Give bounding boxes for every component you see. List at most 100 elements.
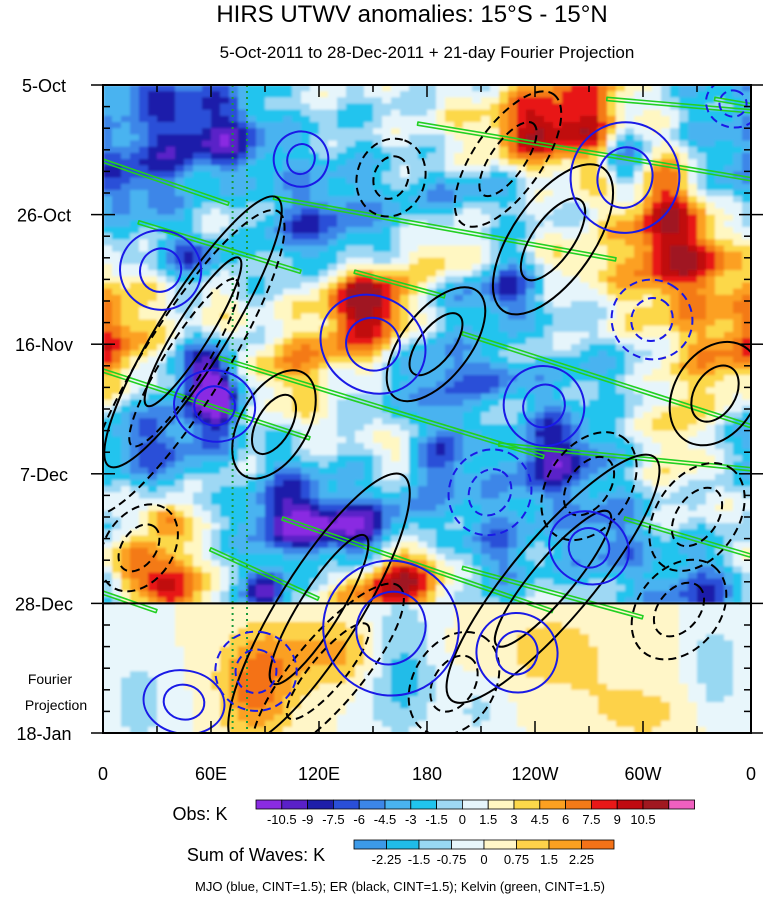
obs-cell xyxy=(643,294,653,302)
obs-cell xyxy=(706,146,716,154)
obs-cell xyxy=(328,196,338,203)
obs-cell xyxy=(355,344,365,351)
obs-cell xyxy=(274,233,284,240)
obs-cell xyxy=(184,405,194,413)
obs-cell xyxy=(481,344,491,351)
obs-cell xyxy=(706,282,716,290)
obs-cell xyxy=(346,294,356,302)
obs-cell xyxy=(391,282,401,290)
obs-cell xyxy=(562,344,572,351)
obs-cell xyxy=(499,276,509,284)
obs-cell xyxy=(256,233,266,240)
obs-cell xyxy=(733,109,743,117)
obs-cell xyxy=(229,159,239,166)
obs-cell xyxy=(202,109,212,117)
obs-cell xyxy=(148,97,158,105)
obs-cell xyxy=(490,171,500,179)
obs-cell xyxy=(580,165,590,172)
obs-cell xyxy=(517,97,527,105)
obs-cell xyxy=(517,424,527,432)
obs-cell xyxy=(121,251,131,259)
obs-cell xyxy=(481,479,491,487)
obs-cell xyxy=(535,338,545,345)
obs-cell xyxy=(580,418,590,426)
obs-cell xyxy=(148,282,158,290)
obs-cell xyxy=(337,171,347,179)
obs-cell xyxy=(670,393,680,401)
obs-cell xyxy=(265,245,275,253)
obs-cell xyxy=(400,152,410,160)
obs-cell xyxy=(625,103,635,111)
obs-cell xyxy=(274,430,284,438)
obs-cell xyxy=(265,393,275,401)
obs-cell xyxy=(625,424,635,432)
obs-cell xyxy=(463,393,473,401)
obs-cell xyxy=(202,85,212,92)
obs-cell xyxy=(436,331,446,339)
obs-cell xyxy=(229,251,239,259)
obs-cell xyxy=(301,208,311,216)
obs-cell xyxy=(625,189,635,197)
obs-cell xyxy=(121,288,131,296)
obs-cell xyxy=(553,486,563,493)
obs-cell xyxy=(454,399,464,407)
obs-cell xyxy=(427,486,437,493)
obs-cell xyxy=(616,251,626,259)
obs-cell xyxy=(481,152,491,160)
obs-cell xyxy=(436,159,446,166)
obs-cell xyxy=(454,393,464,401)
obs-cell xyxy=(643,165,653,172)
obs-cell xyxy=(688,430,698,438)
obs-cell xyxy=(616,473,626,481)
obs-cell xyxy=(283,282,293,290)
obs-cell xyxy=(454,115,464,123)
obs-cell xyxy=(211,140,221,148)
obs-cell xyxy=(112,424,122,432)
obs-cell xyxy=(508,97,518,105)
obs-cell xyxy=(418,387,428,395)
obs-cell xyxy=(742,122,751,129)
obs-cell xyxy=(697,313,707,321)
obs-cell xyxy=(238,134,248,142)
obs-cell xyxy=(301,251,311,259)
obs-cell xyxy=(607,183,617,191)
obs-cell xyxy=(121,159,131,166)
obs-cell xyxy=(526,226,536,234)
obs-cell xyxy=(553,301,563,308)
obs-cell xyxy=(202,282,212,290)
obs-cell xyxy=(148,276,158,284)
obs-cell xyxy=(562,381,572,388)
obs-cell xyxy=(670,442,680,450)
obs-cell xyxy=(508,214,518,222)
obs-cell xyxy=(121,103,131,111)
obs-cell xyxy=(256,140,266,148)
obs-cell xyxy=(193,498,203,506)
obs-cell xyxy=(589,492,599,500)
obs-cell xyxy=(688,109,698,117)
obs-cell xyxy=(409,436,419,444)
obs-cell xyxy=(454,486,464,493)
obs-cell xyxy=(112,134,122,142)
obs-cell xyxy=(130,257,140,265)
obs-cell xyxy=(607,492,617,500)
obs-cell xyxy=(166,399,176,407)
obs-cell xyxy=(454,146,464,154)
obs-cell xyxy=(346,381,356,388)
obs-cell xyxy=(139,282,149,290)
obs-cell xyxy=(238,350,248,358)
obs-cell xyxy=(535,202,545,210)
obs-cell xyxy=(661,122,671,129)
obs-cell xyxy=(607,109,617,117)
obs-cell xyxy=(436,109,446,117)
obs-cell xyxy=(130,294,140,302)
obs-cell xyxy=(157,109,167,117)
obs-cell xyxy=(211,510,221,518)
obs-cell xyxy=(517,226,527,234)
obs-cell xyxy=(148,393,158,401)
obs-cell xyxy=(256,467,266,475)
obs-cell xyxy=(733,122,743,129)
obs-cell xyxy=(301,85,311,92)
obs-cell xyxy=(661,350,671,358)
obs-cell xyxy=(445,368,455,376)
obs-cell xyxy=(184,319,194,327)
